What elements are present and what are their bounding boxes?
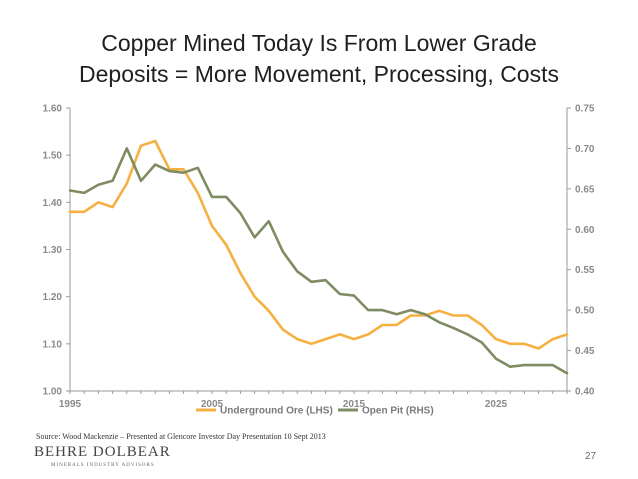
left-tick-label: 1.50 bbox=[43, 151, 63, 162]
right-tick-label: 0.55 bbox=[575, 265, 595, 276]
legend-open-pit-label: Open Pit (RHS) bbox=[362, 406, 434, 417]
left-tick-label: 1.30 bbox=[43, 245, 63, 256]
right-tick-label: 0.40 bbox=[575, 387, 595, 398]
x-tick-label: 1995 bbox=[59, 399, 82, 410]
right-tick-label: 0.65 bbox=[575, 184, 595, 195]
company-logo: BEHRE DOLBEAR bbox=[34, 444, 171, 460]
x-tick-label: 2005 bbox=[201, 399, 224, 410]
right-tick-label: 0.75 bbox=[575, 104, 595, 115]
left-tick-label: 1.60 bbox=[43, 104, 63, 115]
legend-underground-label: Underground Ore (LHS) bbox=[220, 406, 333, 417]
slide-title-line2: Deposits = More Movement, Processing, Co… bbox=[79, 61, 559, 87]
left-tick-label: 1.20 bbox=[43, 292, 63, 303]
right-tick-label: 0.50 bbox=[575, 306, 595, 317]
x-tick-label: 2025 bbox=[485, 399, 508, 410]
slide-title-line1: Copper Mined Today Is From Lower Grade bbox=[101, 30, 537, 56]
right-tick-label: 0.45 bbox=[575, 346, 595, 357]
x-tick-label: 2015 bbox=[343, 399, 366, 410]
source-note: Source: Wood Mackenzie – Presented at Gl… bbox=[36, 432, 326, 441]
page-number: 27 bbox=[585, 451, 597, 462]
right-tick-label: 0.60 bbox=[575, 225, 595, 236]
chart: 1.00 1.10 1.20 1.30 1.40 1.50 1.60 0.40 0.45 0.50… bbox=[43, 104, 595, 417]
left-tick-label: 1.00 bbox=[43, 387, 63, 398]
open-pit-line bbox=[68, 147, 569, 375]
slide-title: Copper Mined Today Is From Lower Grade D… bbox=[0, 28, 638, 90]
left-tick-label: 1.40 bbox=[43, 198, 63, 209]
underground-ore-line bbox=[68, 139, 569, 350]
left-tick-label: 1.10 bbox=[43, 339, 63, 350]
right-tick-label: 0.70 bbox=[575, 144, 595, 155]
company-logo-subtitle: MINERALS INDUSTRY ADVISORS bbox=[51, 463, 155, 468]
